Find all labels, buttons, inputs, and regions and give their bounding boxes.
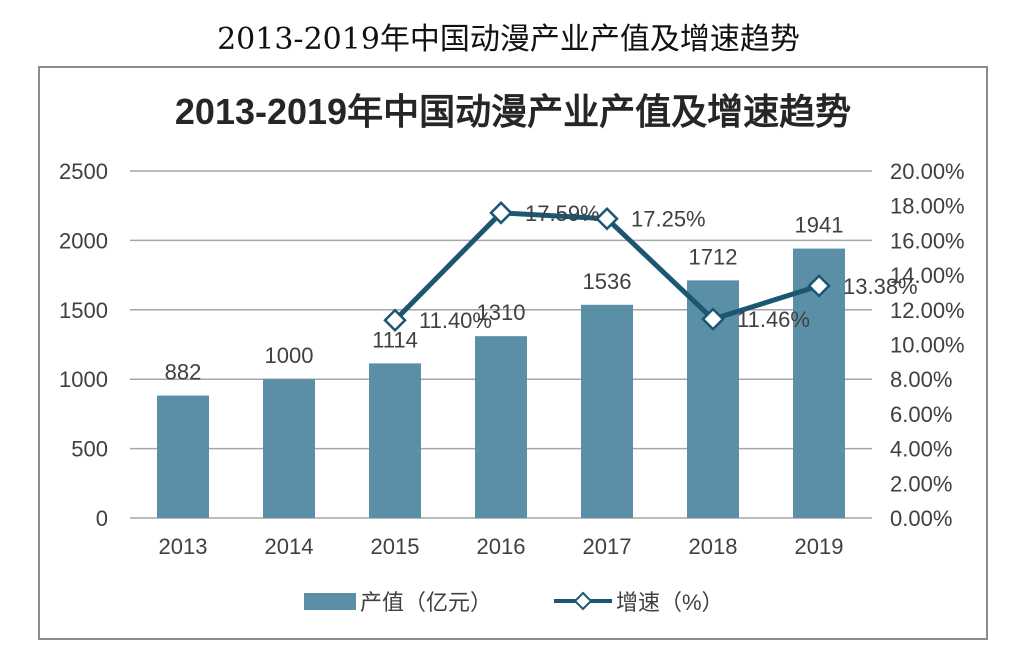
- x-tick-label: 2018: [689, 534, 738, 559]
- y-right-tick-label: 14.00%: [890, 263, 965, 288]
- y-right-tick-label: 18.00%: [890, 194, 965, 219]
- bar-value-label: 1941: [795, 213, 844, 238]
- legend-line-label: 增速（%）: [616, 590, 724, 615]
- growth-value-label: 13.38%: [843, 274, 918, 299]
- y-left-tick-label: 0: [96, 506, 108, 531]
- legend-line-marker: [573, 591, 593, 611]
- growth-marker: [489, 201, 513, 225]
- y-right-tick-label: 8.00%: [890, 367, 952, 392]
- growth-value-label: 17.59%: [525, 201, 600, 226]
- growth-value-label: 11.46%: [737, 307, 810, 332]
- bar-value-label: 1712: [689, 244, 738, 269]
- y-right-tick-label: 4.00%: [890, 437, 952, 462]
- growth-marker: [701, 307, 725, 331]
- y-right-tick-label: 16.00%: [890, 228, 965, 253]
- y-left-tick-label: 2500: [59, 159, 108, 184]
- bar: [581, 304, 633, 518]
- legend: 产值（亿元） 增速（%）: [304, 590, 724, 615]
- y-right-tick-label: 20.00%: [890, 159, 965, 184]
- growth-value-label: 11.40%: [419, 308, 492, 333]
- bar-value-label: 1000: [265, 343, 314, 368]
- x-tick-label: 2014: [265, 534, 314, 559]
- bar-value-label: 882: [165, 360, 202, 385]
- y-right-tick-label: 6.00%: [890, 402, 952, 427]
- legend-bar-swatch: [304, 593, 356, 610]
- bar: [475, 336, 527, 518]
- bar-series: [157, 248, 845, 518]
- growth-marker: [383, 308, 407, 332]
- x-tick-label: 2017: [583, 534, 632, 559]
- bar-value-label: 1310: [477, 300, 526, 325]
- x-tick-label: 2015: [371, 534, 420, 559]
- x-tick-label: 2013: [159, 534, 208, 559]
- y-left-tick-label: 1000: [59, 367, 108, 392]
- chart-title: 2013-2019年中国动漫产业产值及增速趋势: [175, 91, 851, 132]
- bar: [263, 379, 315, 518]
- y-right-tick-label: 12.00%: [890, 298, 965, 323]
- y-left-tick-label: 2000: [59, 228, 108, 253]
- page-title: 2013-2019年中国动漫产业产值及增速趋势: [217, 22, 800, 57]
- growth-value-label: 17.25%: [631, 207, 706, 232]
- bar-value-label: 1536: [583, 269, 632, 294]
- line-series: [383, 201, 831, 332]
- y-right-tick-label: 2.00%: [890, 471, 952, 496]
- axis-labels: 0 500 1000 1500 2000 2500 0.00% 2.00% 4.00% 6.00%…: [59, 159, 965, 559]
- bar-value-label: 1114: [372, 327, 418, 352]
- growth-marker: [807, 274, 831, 298]
- chart-frame: 2013-2019年中国动漫产业产值及增速趋势 882 1000 1114 1310 1…: [38, 66, 988, 640]
- y-right-tick-label: 0.00%: [890, 506, 952, 531]
- growth-marker: [595, 206, 619, 231]
- x-tick-label: 2016: [477, 534, 526, 559]
- bar: [157, 395, 209, 518]
- y-right-tick-label: 10.00%: [890, 333, 965, 358]
- x-tick-label: 2019: [795, 534, 844, 559]
- y-left-tick-label: 1500: [59, 298, 108, 323]
- y-left-tick-label: 500: [71, 437, 108, 462]
- legend-bar-label: 产值（亿元）: [360, 590, 492, 615]
- chart: 2013-2019年中国动漫产业产值及增速趋势 8821000111413101…: [59, 91, 965, 615]
- bar: [369, 363, 421, 518]
- data-labels: 882 1000 1114 1310 1536 1712 1941 11.40% 17.59% 1…: [165, 201, 918, 385]
